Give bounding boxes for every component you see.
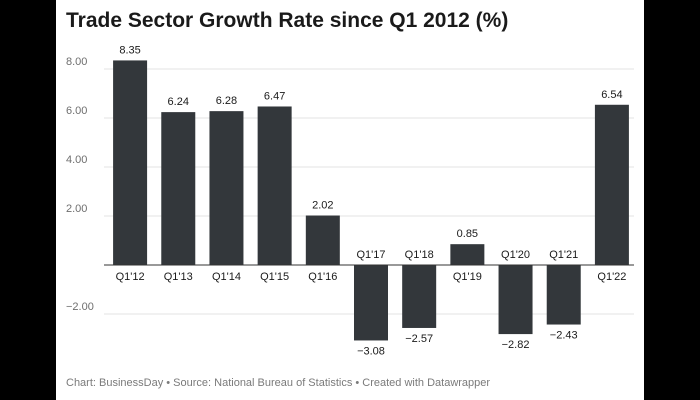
x-tick-label: Q1'15 xyxy=(260,271,289,283)
x-tick-label: Q1'12 xyxy=(116,271,145,283)
y-tick-label: 8.00 xyxy=(66,56,87,68)
chart-title: Trade Sector Growth Rate since Q1 2012 (… xyxy=(66,9,509,32)
y-tick-label: 4.00 xyxy=(66,154,87,166)
bar xyxy=(257,106,292,265)
y-tick-label: −2.00 xyxy=(66,301,94,313)
y-tick-label: 6.00 xyxy=(66,105,87,117)
bar xyxy=(594,104,629,266)
x-tick-label: Q1'17 xyxy=(356,249,385,261)
bar xyxy=(354,265,388,341)
y-tick-label: 2.00 xyxy=(66,203,87,215)
data-label: 6.54 xyxy=(601,89,622,101)
bar-chart: −2.00 2.00 4.00 6.00 8.00 8.35 Q1'12 6.24 Q1'13 6… xyxy=(66,44,634,357)
bar xyxy=(161,112,196,266)
data-label: 6.24 xyxy=(168,96,189,108)
data-label: 2.02 xyxy=(312,200,333,212)
bar xyxy=(209,111,244,265)
data-label: 6.47 xyxy=(264,90,285,102)
data-label: −2.82 xyxy=(502,339,530,351)
chart-footer: Chart: BusinessDay • Source: National Bu… xyxy=(66,377,491,389)
x-tick-label: Q1'19 xyxy=(453,271,482,283)
data-label: −2.57 xyxy=(405,333,433,345)
x-tick-label: Q1'20 xyxy=(501,249,530,261)
x-tick-label: Q1'13 xyxy=(164,271,193,283)
data-label: −2.43 xyxy=(550,330,578,342)
data-label: 6.28 xyxy=(216,95,237,107)
bar xyxy=(450,244,485,265)
bar xyxy=(305,215,340,265)
data-label: 0.85 xyxy=(457,228,478,240)
chart-frame: Trade Sector Growth Rate since Q1 2012 (… xyxy=(56,0,644,400)
bar xyxy=(498,265,533,335)
x-tick-label: Q1'14 xyxy=(212,271,241,283)
x-tick-label: Q1'18 xyxy=(405,249,434,261)
x-tick-label: Q1'16 xyxy=(308,271,337,283)
x-tick-label: Q1'22 xyxy=(597,271,626,283)
x-tick-label: Q1'21 xyxy=(549,249,578,261)
bar xyxy=(546,265,581,325)
bar xyxy=(402,265,437,328)
bar xyxy=(113,60,148,265)
data-label: 8.35 xyxy=(119,44,140,56)
data-label: −3.08 xyxy=(357,345,385,357)
